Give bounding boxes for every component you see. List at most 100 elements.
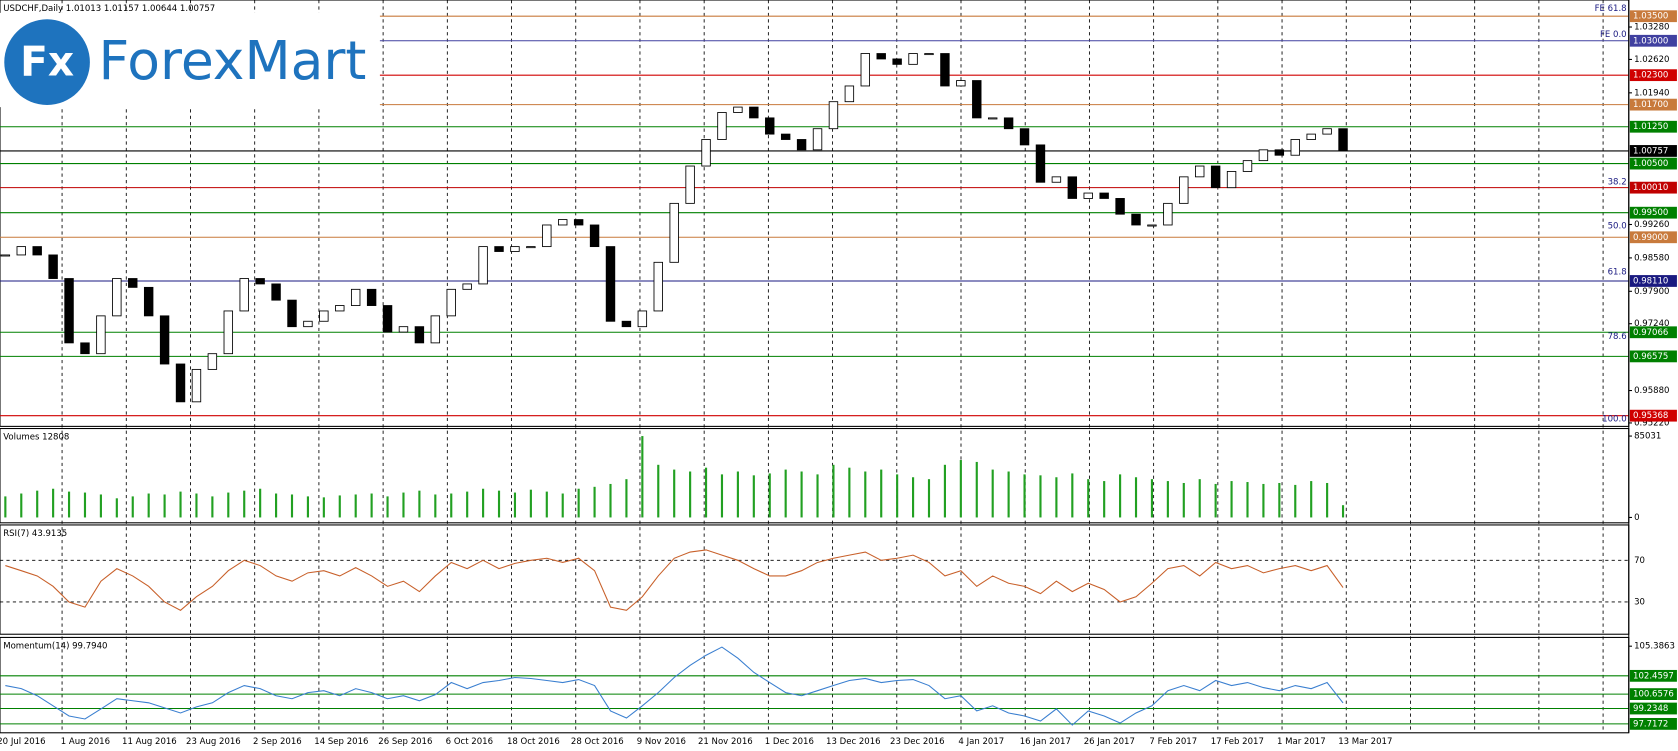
candle (239, 278, 249, 312)
y-tick-label: 105.3863 (1634, 642, 1675, 652)
candle (1274, 149, 1285, 156)
volume-bar (704, 467, 708, 518)
volume-bar (1278, 482, 1281, 518)
level-label: 97.7172 (1633, 719, 1668, 729)
volume-bar (609, 483, 612, 518)
volume-bar (482, 488, 485, 518)
date-label: 2 Sep 2016 (253, 737, 302, 747)
indicator-line (5, 646, 1344, 726)
candle (1131, 213, 1141, 226)
candle (908, 53, 918, 65)
date-label: 13 Mar 2017 (1338, 737, 1392, 747)
y-tick-label: 30 (1634, 597, 1645, 607)
date-label: 14 Sep 2016 (314, 737, 368, 747)
date-label: 13 Dec 2016 (826, 737, 881, 747)
y-tick-label: 1.01940 (1634, 88, 1669, 98)
candle (1003, 117, 1014, 130)
candle (1035, 144, 1046, 183)
volume-bar (497, 490, 501, 518)
candle (48, 254, 58, 279)
candle (143, 286, 154, 317)
level-label: 1.03000 (1633, 36, 1668, 46)
candle (924, 53, 934, 56)
candle (446, 288, 456, 317)
level-label: 1.03500 (1633, 12, 1668, 22)
candle (32, 246, 42, 256)
volume-bar (4, 496, 7, 518)
fib-label: FE 0.0 (1600, 30, 1627, 40)
date-label: 9 Nov 2016 (637, 737, 686, 747)
volume-bar (275, 493, 278, 518)
date-label: 20 Jul 2016 (0, 737, 46, 747)
date-label: 4 Jan 2017 (958, 737, 1004, 747)
level-label-box (1629, 688, 1677, 700)
fib-label: 78.6 (1608, 332, 1627, 342)
candle (303, 320, 313, 328)
level-label-box (1629, 98, 1677, 111)
date-label: 23 Dec 2016 (890, 737, 945, 747)
volume-bar (896, 474, 899, 518)
volume-bar (529, 489, 532, 518)
candle (892, 58, 902, 65)
volume-bar (1214, 483, 1217, 518)
volume-bar (959, 460, 962, 518)
candle (589, 224, 600, 248)
fib-label: 38.2 (1608, 178, 1627, 188)
volume-bar (338, 495, 341, 518)
candle (1306, 133, 1316, 140)
candle (207, 353, 218, 370)
candle (255, 278, 265, 285)
level-label-box (1629, 145, 1677, 157)
candle (223, 310, 234, 355)
candle (382, 305, 393, 333)
y-tick-label: 70 (1634, 556, 1645, 566)
volume-bar (259, 488, 262, 518)
volume-bar (306, 496, 309, 518)
volume-bar (1182, 482, 1185, 518)
candle (1242, 160, 1253, 172)
level-label: 0.98110 (1633, 276, 1668, 286)
candle (494, 246, 504, 252)
volume-bar (386, 496, 389, 518)
candle (733, 106, 743, 113)
y-tick-label: 0.99260 (1634, 220, 1669, 230)
date-label: 7 Feb 2017 (1149, 737, 1197, 747)
volume-bar (1294, 484, 1297, 518)
date-label: 23 Aug 2016 (186, 737, 241, 747)
volume-bar (1134, 477, 1138, 518)
volume-bar (52, 488, 55, 518)
candle (844, 85, 855, 103)
level-label-box (1629, 350, 1677, 363)
candle (1322, 128, 1332, 135)
candle (956, 80, 966, 87)
volume-bar (20, 493, 23, 518)
candle (987, 117, 998, 120)
volume-bar (147, 493, 150, 518)
date-label: 26 Jan 2017 (1084, 737, 1135, 747)
candle (1115, 198, 1125, 215)
date-label: 1 Mar 2017 (1277, 737, 1326, 747)
candle (940, 53, 950, 87)
volume-bar (689, 471, 692, 518)
volume-bar (211, 496, 214, 518)
volume-bar (752, 475, 755, 518)
candle (812, 128, 823, 151)
level-label: 1.01700 (1633, 100, 1668, 110)
volume-bar (943, 464, 946, 518)
level-label: 0.99000 (1633, 233, 1668, 243)
volume-bar (402, 492, 405, 518)
volume-bar (657, 464, 660, 518)
level-label: 102.4597 (1633, 671, 1674, 681)
volume-bar (1310, 481, 1313, 518)
candle (526, 246, 536, 249)
volume-bar (1119, 474, 1122, 518)
volume-bar (466, 491, 469, 518)
volume-bar (1246, 482, 1249, 518)
logo-icon: Fx (20, 37, 74, 85)
date-label: 6 Oct 2016 (446, 737, 493, 747)
candle (828, 101, 839, 130)
volume-bar (880, 469, 883, 518)
candle (558, 219, 568, 226)
candle (605, 246, 616, 322)
